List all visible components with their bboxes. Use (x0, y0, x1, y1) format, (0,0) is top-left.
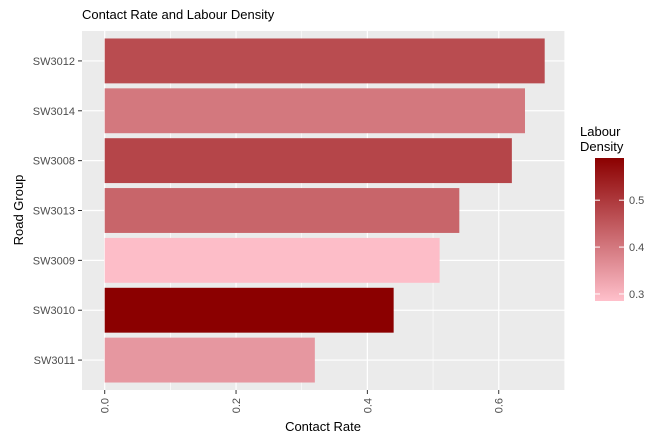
y-axis: SW3012 SW3014 SW3008 SW3013 SW3009 SW3010 SW30… (33, 56, 82, 367)
y-tick-label: SW3009 (33, 255, 75, 267)
legend-title-line1: Labour (580, 124, 621, 139)
y-tick-label: SW3011 (34, 355, 75, 367)
bar-SW3008 (104, 138, 512, 184)
x-axis: 0.0 0.2 0.4 0.6 (100, 390, 506, 413)
legend: Labour Density 0.3 0.4 0.5 (580, 124, 644, 301)
legend-tick-label: 0.4 (629, 242, 644, 254)
legend-title-line2: Density (580, 139, 624, 154)
y-axis-title: Road Group (11, 175, 26, 246)
bar-SW3010 (104, 287, 394, 333)
y-tick-label: SW3012 (33, 56, 75, 68)
bars (104, 38, 545, 383)
bar-SW3012 (104, 38, 545, 84)
y-tick-label: SW3014 (33, 106, 75, 118)
legend-tick-label: 0.3 (629, 289, 644, 301)
x-tick-label: 0.2 (231, 398, 243, 413)
legend-colorbar (595, 158, 624, 301)
y-tick-label: SW3013 (33, 206, 75, 218)
bar-SW3011 (104, 337, 315, 383)
bar-SW3009 (104, 237, 440, 283)
bar-SW3013 (104, 188, 460, 233)
x-tick-label: 0.4 (362, 398, 374, 413)
x-tick-label: 0.0 (100, 398, 112, 413)
y-tick-label: SW3008 (33, 156, 75, 168)
chart-title: Contact Rate and Labour Density (82, 7, 275, 22)
bar-SW3014 (104, 88, 525, 134)
x-axis-title: Contact Rate (285, 419, 361, 434)
x-tick-label: 0.6 (494, 398, 506, 413)
legend-tick-label: 0.5 (629, 195, 644, 207)
y-tick-label: SW3010 (33, 305, 75, 317)
